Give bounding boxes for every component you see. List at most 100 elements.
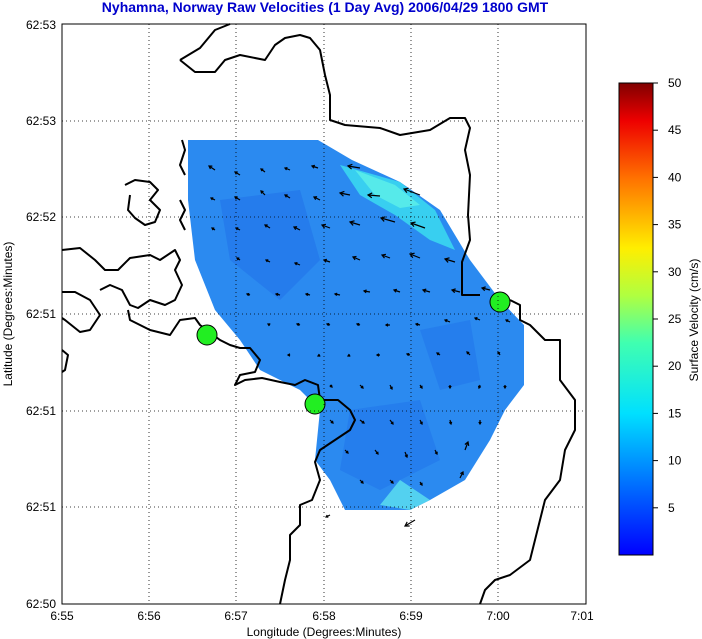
velocity-arrow-head bbox=[448, 421, 453, 426]
velocity-arrow-head bbox=[208, 165, 213, 170]
velocity-arrow bbox=[464, 441, 469, 451]
velocity-arrow bbox=[451, 289, 461, 293]
velocity-arrow-head bbox=[375, 451, 379, 455]
velocity-arrow-head bbox=[390, 421, 394, 425]
velocity-arrow-head bbox=[405, 352, 410, 357]
plot-area bbox=[61, 23, 587, 605]
x-tick-label: 7:00 bbox=[486, 609, 510, 623]
colorbar-tick-label: 25 bbox=[668, 312, 682, 326]
velocity-arrow-head bbox=[209, 197, 214, 201]
station-marker-west bbox=[196, 324, 218, 346]
velocity-arrow-head bbox=[448, 385, 452, 390]
colorbar-tick-label: 45 bbox=[668, 123, 682, 137]
velocity-arrow bbox=[481, 287, 491, 291]
colorbar-tick-label: 30 bbox=[668, 265, 682, 279]
x-tick-label: 6:58 bbox=[312, 609, 336, 623]
velocity-arrow-head bbox=[504, 319, 509, 323]
velocity-arrow-head bbox=[404, 454, 408, 459]
colorbar-tick-label: 20 bbox=[668, 359, 682, 373]
velocity-arrow-head bbox=[330, 420, 334, 424]
velocity-arrow-head bbox=[477, 385, 482, 390]
velocity-arrow-head bbox=[233, 171, 238, 175]
chart-title: Nyhamna, Norway Raw Velocities (1 Day Av… bbox=[102, 0, 549, 15]
x-tick-label: 6:57 bbox=[224, 609, 248, 623]
velocity-arrow-head bbox=[266, 323, 271, 327]
velocity-vectors bbox=[208, 163, 511, 527]
velocity-arrow-head bbox=[414, 322, 419, 327]
velocity-arrow-head bbox=[419, 421, 423, 426]
velocity-arrow-head bbox=[345, 450, 349, 454]
velocity-arrow bbox=[321, 224, 331, 229]
velocity-arrow bbox=[380, 217, 396, 223]
velocity-arrow-head bbox=[293, 262, 298, 266]
velocity-arrow-head bbox=[283, 167, 288, 171]
velocity-arrow-head bbox=[478, 421, 482, 426]
velocity-arrow-head bbox=[260, 168, 264, 172]
y-tick-label: 62:53 bbox=[26, 114, 56, 128]
velocity-arrow-head bbox=[392, 288, 398, 293]
velocity-arrow-head bbox=[264, 259, 269, 263]
plot-frame bbox=[61, 23, 587, 605]
velocity-arrow bbox=[410, 222, 426, 229]
velocity-arrow bbox=[339, 192, 351, 196]
velocity-arrow-head bbox=[245, 292, 250, 297]
velocity-arrow-head bbox=[408, 252, 415, 259]
velocity-arrow bbox=[404, 519, 416, 527]
velocity-arrow-head bbox=[329, 384, 333, 388]
colorbar-gradient bbox=[618, 82, 654, 556]
y-tick-label: 62:50 bbox=[26, 597, 56, 611]
colorbar: 50 45 40 35 30 25 20 15 10 5 Surface Velocity (cm… bbox=[618, 76, 701, 556]
x-tick-label: 7:01 bbox=[570, 609, 594, 623]
velocity-arrow-head bbox=[348, 220, 355, 226]
velocity-arrow-head bbox=[419, 385, 423, 389]
x-tick-label: 6:59 bbox=[399, 609, 423, 623]
velocity-arrow-head bbox=[360, 385, 364, 389]
colorbar-tick-label: 10 bbox=[668, 454, 682, 468]
velocity-arrow bbox=[367, 194, 381, 197]
velocity-arrow-head bbox=[325, 322, 330, 327]
y-tick-label: 62:51 bbox=[26, 404, 56, 418]
y-tick-label: 62:51 bbox=[26, 307, 56, 321]
velocity-arrow-head bbox=[351, 255, 357, 261]
y-axis: 62:53 62:53 62:52 62:51 62:51 62:51 62:5… bbox=[1, 18, 56, 611]
velocity-arrow-head bbox=[379, 216, 386, 222]
velocity-arrow-head bbox=[361, 420, 365, 424]
velocity-arrow-head bbox=[333, 292, 338, 297]
velocity-arrow-head bbox=[295, 322, 300, 327]
velocity-arrow-head bbox=[473, 317, 478, 321]
velocity-arrow-head bbox=[233, 196, 238, 200]
velocity-arrow-head bbox=[375, 353, 380, 357]
station-marker-east bbox=[489, 291, 511, 313]
velocity-arrow-head bbox=[362, 289, 367, 294]
colorbar-tick-label: 40 bbox=[668, 170, 682, 184]
velocity-arrow-head bbox=[211, 227, 215, 231]
velocity-arrow-head bbox=[464, 440, 470, 447]
velocity-arrow bbox=[208, 165, 216, 171]
velocity-arrow-head bbox=[312, 196, 318, 200]
velocity-arrow-head bbox=[443, 257, 450, 263]
velocity-arrow-head bbox=[310, 164, 316, 169]
velocity-arrow bbox=[347, 165, 361, 169]
velocity-arrow bbox=[409, 253, 421, 259]
colorbar-tick-label: 5 bbox=[668, 501, 675, 515]
coastline bbox=[61, 23, 576, 605]
velocity-arrow-head bbox=[403, 521, 410, 527]
y-tick-label: 62:53 bbox=[26, 18, 56, 32]
velocity-arrow-head bbox=[480, 286, 486, 292]
velocity-arrow-head bbox=[304, 292, 309, 297]
velocity-arrow bbox=[352, 256, 361, 261]
velocity-arrow bbox=[381, 254, 391, 259]
velocity-arrow-head bbox=[360, 480, 364, 484]
x-tick-label: 6:55 bbox=[50, 609, 74, 623]
velocity-arrow-head bbox=[409, 221, 416, 227]
velocity-arrow-head bbox=[384, 323, 389, 327]
velocity-arrow-head bbox=[316, 353, 321, 357]
velocity-arrow-head bbox=[346, 353, 351, 357]
velocity-arrow-head bbox=[460, 470, 464, 476]
velocity-arrow-head bbox=[390, 480, 394, 484]
velocity-arrow-head bbox=[346, 163, 353, 170]
x-axis-label: Longitude (Degrees:Minutes) bbox=[247, 625, 402, 639]
y-tick-label: 62:51 bbox=[26, 500, 56, 514]
velocity-arrow-head bbox=[503, 385, 507, 390]
